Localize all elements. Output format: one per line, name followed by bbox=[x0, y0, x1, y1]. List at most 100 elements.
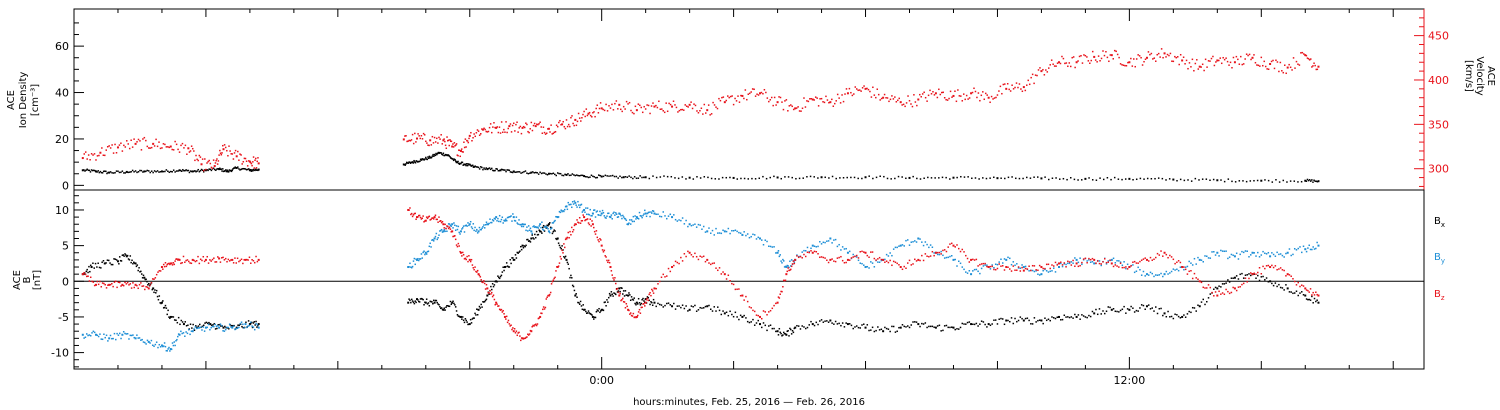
data-point bbox=[641, 306, 643, 309]
data-point bbox=[423, 134, 426, 136]
data-point bbox=[477, 273, 480, 276]
data-point bbox=[87, 154, 90, 156]
data-point bbox=[526, 123, 528, 126]
data-point bbox=[230, 170, 233, 173]
data-point bbox=[256, 260, 259, 263]
data-point bbox=[619, 292, 621, 295]
data-point bbox=[602, 108, 604, 111]
data-point bbox=[773, 327, 775, 330]
data-point bbox=[429, 242, 431, 245]
data-point bbox=[459, 250, 461, 253]
data-point bbox=[110, 263, 113, 266]
data-point bbox=[118, 263, 120, 265]
data-point bbox=[1088, 314, 1090, 317]
data-point bbox=[182, 255, 185, 258]
data-point bbox=[480, 228, 482, 231]
data-point bbox=[1132, 178, 1134, 181]
data-point bbox=[1260, 254, 1263, 256]
data-point bbox=[138, 267, 140, 269]
data-point bbox=[120, 171, 122, 174]
data-point bbox=[1265, 253, 1268, 255]
data-point bbox=[606, 259, 608, 262]
data-point bbox=[433, 136, 436, 139]
data-point bbox=[1204, 58, 1207, 61]
data-point bbox=[677, 111, 679, 113]
data-point bbox=[580, 305, 583, 307]
data-point bbox=[834, 238, 837, 241]
data-point bbox=[1309, 248, 1312, 251]
data-point bbox=[819, 240, 821, 243]
data-point bbox=[147, 340, 150, 343]
data-point bbox=[534, 226, 536, 229]
data-point bbox=[631, 111, 634, 114]
data-point bbox=[768, 100, 770, 103]
data-point bbox=[911, 105, 914, 108]
data-point bbox=[479, 228, 482, 231]
data-point bbox=[1121, 266, 1124, 269]
data-point bbox=[129, 283, 132, 285]
data-point bbox=[785, 333, 788, 336]
data-point bbox=[527, 130, 529, 133]
data-point bbox=[1200, 281, 1203, 284]
top-y2label-line-1: ACE bbox=[1485, 66, 1496, 86]
data-point bbox=[1183, 268, 1185, 271]
data-point bbox=[432, 302, 434, 305]
data-point bbox=[1081, 263, 1083, 266]
data-point bbox=[100, 338, 103, 340]
data-point bbox=[507, 127, 509, 130]
data-point bbox=[758, 237, 761, 240]
data-point bbox=[673, 264, 675, 267]
data-point bbox=[598, 107, 601, 110]
data-point bbox=[89, 334, 92, 337]
data-point bbox=[846, 251, 849, 254]
data-point bbox=[648, 293, 650, 296]
data-point bbox=[685, 305, 687, 307]
data-point bbox=[1271, 264, 1273, 267]
data-point bbox=[536, 172, 538, 174]
data-point bbox=[89, 264, 92, 267]
data-point bbox=[1021, 90, 1024, 93]
data-point bbox=[100, 286, 103, 288]
data-point bbox=[639, 104, 641, 107]
data-point bbox=[1077, 60, 1079, 62]
data-point bbox=[554, 173, 556, 176]
data-point bbox=[1110, 258, 1113, 261]
data-point bbox=[1223, 293, 1226, 296]
data-point bbox=[991, 323, 993, 325]
data-point bbox=[872, 86, 874, 89]
data-point bbox=[621, 110, 623, 113]
data-point bbox=[594, 216, 597, 218]
data-point bbox=[1062, 177, 1065, 180]
data-point bbox=[1193, 272, 1196, 275]
data-point bbox=[1233, 255, 1236, 258]
data-point bbox=[468, 137, 470, 140]
data-point bbox=[559, 172, 562, 175]
data-point bbox=[846, 92, 849, 95]
data-point bbox=[498, 214, 501, 217]
data-point bbox=[418, 300, 420, 303]
data-point bbox=[109, 147, 112, 149]
data-point bbox=[182, 323, 185, 326]
data-point bbox=[607, 261, 609, 264]
data-point bbox=[516, 334, 519, 337]
data-point bbox=[602, 175, 605, 178]
data-point bbox=[811, 251, 814, 254]
data-point bbox=[210, 166, 213, 169]
data-point bbox=[109, 334, 112, 337]
data-point bbox=[107, 284, 109, 286]
data-point bbox=[597, 239, 599, 241]
data-point bbox=[930, 177, 933, 179]
data-point bbox=[81, 157, 84, 160]
data-point bbox=[1245, 180, 1248, 183]
data-point bbox=[752, 318, 754, 321]
data-point bbox=[596, 210, 599, 212]
data-point bbox=[417, 257, 419, 260]
data-point bbox=[873, 330, 876, 333]
data-point bbox=[166, 350, 168, 352]
data-point bbox=[986, 265, 988, 268]
data-point bbox=[1309, 288, 1312, 290]
data-point bbox=[162, 263, 165, 266]
data-point bbox=[1218, 59, 1220, 62]
data-point bbox=[514, 220, 517, 222]
data-point bbox=[1126, 268, 1129, 270]
